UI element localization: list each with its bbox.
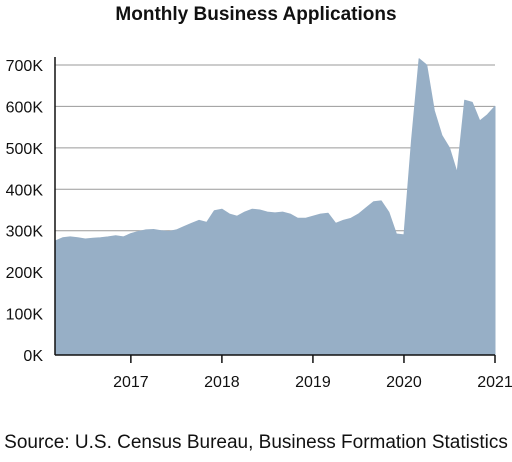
y-tick-label: 600K bbox=[6, 99, 44, 116]
x-tick-label: 2018 bbox=[204, 374, 240, 391]
tick-labels: 0K 100K 200K 300K 400K 500K 600K 700K 2017 2018 20… bbox=[6, 58, 512, 391]
x-tick-label: 2017 bbox=[113, 374, 149, 391]
y-tick-label: 300K bbox=[6, 224, 44, 241]
y-tick-label: 500K bbox=[6, 141, 44, 158]
area-fill bbox=[54, 58, 496, 356]
y-tick-label: 700K bbox=[6, 58, 44, 75]
x-tick-label: 2020 bbox=[386, 374, 422, 391]
x-tick-label: 2021 bbox=[477, 374, 512, 391]
area-series bbox=[54, 58, 496, 356]
source-note: Source: U.S. Census Bureau, Business For… bbox=[4, 432, 508, 453]
y-tick-label: 100K bbox=[6, 307, 44, 324]
y-tick-label: 0K bbox=[23, 348, 43, 365]
y-tick-label: 400K bbox=[6, 182, 44, 199]
x-tick-label: 2019 bbox=[295, 374, 331, 391]
chart-title: Monthly Business Applications bbox=[115, 4, 397, 25]
y-tick-label: 200K bbox=[6, 265, 44, 282]
axes bbox=[54, 57, 496, 363]
